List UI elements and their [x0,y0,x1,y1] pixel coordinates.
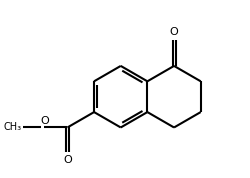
Text: CH₃: CH₃ [3,122,21,132]
Text: O: O [63,155,72,164]
Text: O: O [40,116,49,126]
Text: O: O [170,27,178,37]
